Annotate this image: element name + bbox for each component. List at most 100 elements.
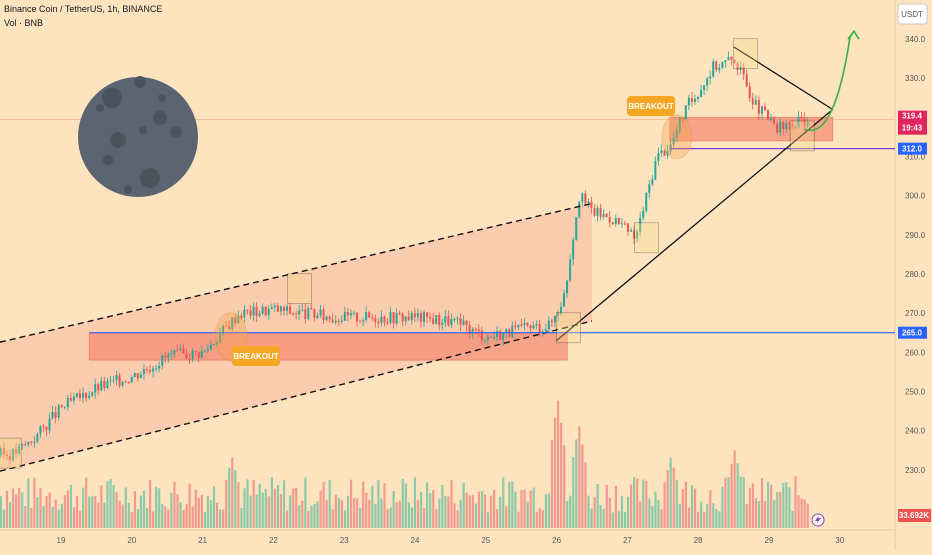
volume-bar	[480, 491, 484, 528]
volume-bar	[243, 488, 246, 528]
candle-body	[21, 444, 24, 446]
volume-bar	[572, 457, 575, 528]
candle-body	[72, 396, 75, 401]
volume-bar	[806, 503, 809, 528]
candle-body	[66, 398, 69, 407]
candle-body	[225, 326, 228, 328]
volume-bar	[721, 486, 724, 528]
candle-body	[687, 97, 690, 106]
volume-bar	[258, 483, 261, 528]
candle-body	[505, 329, 508, 333]
volume-bar	[298, 505, 301, 528]
candle-body	[611, 222, 614, 225]
triangle-upper-line[interactable]	[733, 46, 834, 111]
volume-bar	[486, 512, 490, 528]
volume-bar	[678, 503, 681, 528]
volume-bar	[295, 487, 298, 528]
volume-bar	[419, 492, 423, 528]
volume-bar	[718, 511, 721, 528]
triangle-lower-line[interactable]	[556, 108, 834, 342]
volume-bar	[791, 510, 794, 528]
candle-body	[155, 368, 158, 370]
candle-body	[356, 312, 359, 322]
candle-body	[703, 85, 706, 90]
volume-bar	[8, 502, 12, 528]
volume-bar	[78, 510, 82, 528]
candle-body	[127, 382, 130, 384]
y-tick-label: 300.0	[905, 192, 926, 201]
candle-body	[33, 441, 36, 443]
candle-body	[368, 312, 371, 318]
volume-bar	[611, 512, 614, 528]
candle-body	[435, 314, 438, 324]
currency-button[interactable]	[897, 3, 928, 25]
channel-upper-line[interactable]	[0, 202, 593, 344]
breakout-badge-1-bg[interactable]	[232, 346, 280, 366]
candle-body	[349, 313, 352, 316]
candle-body	[462, 320, 465, 325]
candle-body	[751, 98, 754, 105]
volume-bar	[514, 491, 517, 528]
volume-bar	[188, 483, 191, 528]
volume-bar	[289, 495, 292, 528]
candle-body	[474, 328, 477, 330]
candle-body	[313, 309, 316, 318]
volume-bar	[745, 504, 748, 528]
volume-bar	[194, 489, 197, 528]
candle-body	[776, 123, 779, 133]
currency-button-label: USDT	[901, 10, 923, 19]
volume-bar	[782, 482, 785, 528]
candle-body	[149, 369, 152, 372]
candle-body	[407, 316, 410, 320]
candle-body	[54, 411, 57, 418]
volume-bar	[66, 490, 70, 528]
candle-body	[142, 369, 145, 375]
volume-bar	[0, 496, 3, 528]
volume-bar	[133, 491, 136, 528]
volume-bar	[672, 467, 675, 528]
volume-bar	[535, 511, 538, 528]
candle-body	[39, 426, 42, 434]
candle-body	[770, 117, 773, 120]
volume-bar	[15, 494, 18, 528]
x-tick-label: 28	[694, 536, 703, 545]
candle-body	[785, 123, 788, 129]
breakout-badge-2-bg[interactable]	[627, 96, 675, 116]
candle-body	[337, 320, 340, 322]
volume-bar	[380, 498, 383, 528]
candle-body	[252, 306, 255, 316]
volume-bar	[237, 482, 240, 528]
y-tick-label: 260.0	[905, 348, 926, 357]
volume-bar	[553, 417, 557, 528]
candle-body	[270, 307, 273, 309]
volume-bar	[587, 495, 590, 528]
volume-bar	[328, 479, 331, 528]
candle-body	[596, 207, 599, 216]
candle-body	[423, 312, 426, 322]
candle-body	[468, 325, 471, 334]
candle-body	[538, 324, 541, 333]
volume-bar	[681, 489, 684, 528]
candle-body	[152, 368, 155, 372]
volume-bar	[167, 509, 170, 528]
channel-lower-line[interactable]	[0, 320, 593, 474]
volume-bar	[48, 492, 51, 528]
candle-body	[194, 350, 197, 352]
candle-body	[12, 449, 15, 461]
volume-bar	[60, 503, 63, 528]
candle-body	[374, 318, 377, 322]
volume-bar	[541, 510, 544, 528]
volume-bar	[352, 497, 356, 528]
candle-body	[209, 344, 212, 350]
volume-bar	[383, 483, 386, 528]
volume-bar	[51, 506, 54, 528]
volume-bar	[639, 501, 642, 528]
breakout-circle-2	[661, 114, 693, 160]
candle-body	[514, 325, 517, 328]
candle-body	[295, 313, 298, 315]
volume-bar	[112, 485, 115, 528]
candle-body	[215, 342, 218, 345]
volume-bar	[158, 488, 161, 528]
volume-bar	[386, 509, 389, 528]
